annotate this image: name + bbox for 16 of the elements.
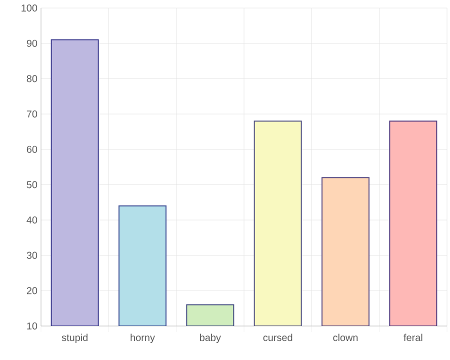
x-tick-label: horny — [130, 334, 155, 344]
y-tick-label: 40 — [26, 216, 38, 224]
y-tick-label: 10 — [27, 322, 38, 330]
y-tick-label: 70 — [26, 110, 38, 118]
x-tick-label: cursed — [263, 334, 292, 342]
y-tick-label: 90 — [26, 40, 38, 47]
y-tick-label: 100 — [22, 4, 38, 12]
y-tick-label: 20 — [26, 287, 38, 294]
y-tick-label: 30 — [26, 252, 38, 259]
y-tick-label: 60 — [26, 146, 38, 153]
y-tick-label: 50 — [26, 181, 38, 188]
x-tick-label: stupid — [62, 334, 88, 344]
x-tick-label: feral — [404, 334, 422, 342]
x-tick-label: baby — [200, 334, 221, 344]
y-tick-label: 80 — [26, 75, 38, 82]
x-tick-label: clown — [333, 334, 358, 342]
